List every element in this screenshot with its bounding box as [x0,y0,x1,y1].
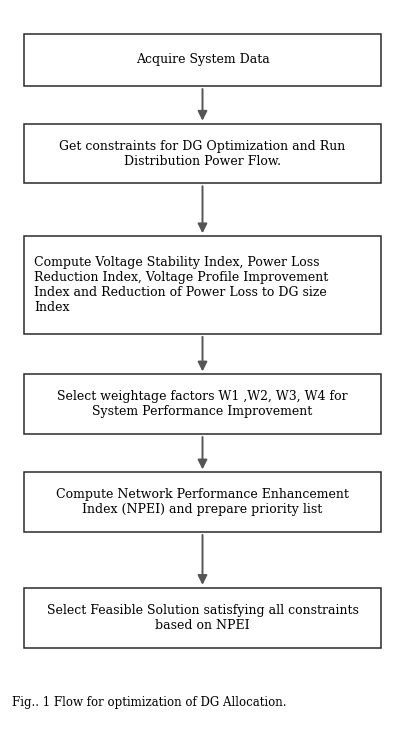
Text: Fig.. 1 Flow for optimization of DG Allocation.: Fig.. 1 Flow for optimization of DG Allo… [12,696,287,709]
FancyBboxPatch shape [24,124,381,183]
Text: Select Feasible Solution satisfying all constraints
based on NPEI: Select Feasible Solution satisfying all … [47,604,358,632]
Text: Compute Voltage Stability Index, Power Loss
Reduction Index, Voltage Profile Imp: Compute Voltage Stability Index, Power L… [34,256,329,314]
Text: Acquire System Data: Acquire System Data [136,53,269,67]
Text: Get constraints for DG Optimization and Run
Distribution Power Flow.: Get constraints for DG Optimization and … [60,140,345,167]
FancyBboxPatch shape [24,374,381,434]
Text: Select weightage factors W1 ,W2, W3, W4 for
System Performance Improvement: Select weightage factors W1 ,W2, W3, W4 … [57,390,348,418]
FancyBboxPatch shape [24,472,381,532]
FancyBboxPatch shape [24,34,381,86]
FancyBboxPatch shape [24,588,381,648]
Text: Compute Network Performance Enhancement
Index (NPEI) and prepare priority list: Compute Network Performance Enhancement … [56,488,349,516]
FancyBboxPatch shape [24,235,381,335]
